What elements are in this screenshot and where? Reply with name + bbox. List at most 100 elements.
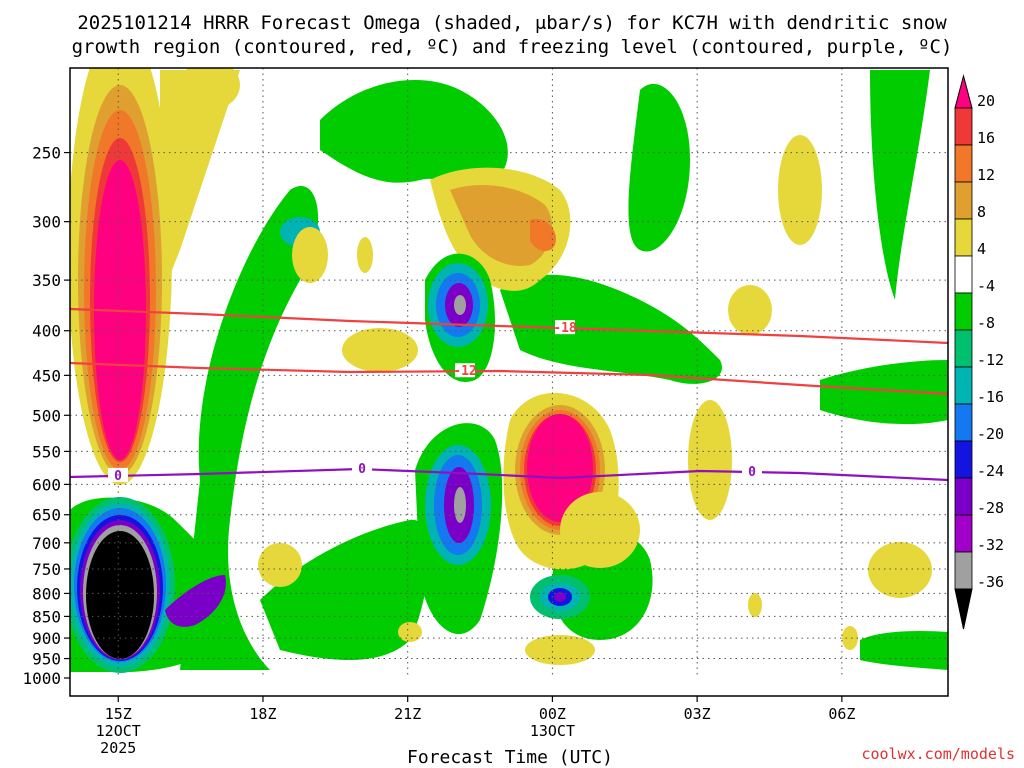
omega-region-negative-center-column-lower-core: [454, 487, 466, 523]
colorbar-segment: [954, 329, 973, 368]
omega-region-positive-spot: [748, 593, 762, 617]
x-tick-label: 15Z: [105, 705, 132, 723]
x-tick-sublabel: 13OCT: [530, 722, 575, 740]
colorbar-label: -16: [977, 388, 1004, 406]
isotherm-label: 0: [358, 462, 366, 477]
colorbar-label: -20: [977, 425, 1004, 443]
omega-region-negative-band-right-top: [628, 83, 690, 252]
omega-region-negative-band-right-middle: [820, 360, 948, 425]
isotherm-label-background: [742, 464, 762, 479]
colorbar-segment: [954, 477, 973, 516]
y-tick-label: 850: [32, 607, 61, 626]
omega-region-negative-band-lower-middle: [260, 519, 429, 660]
y-axis: 250 300 350 400 450 500 550 600 650 700 750 800 850 9…: [22, 144, 70, 688]
plot-area: -18 -12 0 0 0: [70, 68, 948, 696]
isotherm-label: 0: [748, 465, 756, 480]
chart-title-line-2: growth region (contoured, red, ºC) and f…: [72, 36, 953, 58]
x-tick-label: 00Z: [539, 705, 566, 723]
colorbar-label: 20: [977, 92, 995, 110]
y-tick-label: 800: [32, 584, 61, 603]
isotherm-label-background: [352, 461, 372, 476]
colorbar-segment: [954, 107, 973, 146]
colorbar-top-arrow: [954, 74, 973, 109]
colorbar: 20 16 12 8 4 -4 -8 -12 -16 -20 -24 -28 -32 -36: [954, 74, 1004, 630]
isotherm-line: [70, 467, 948, 482]
colorbar-segment: [954, 366, 973, 405]
colorbar-segment: [954, 255, 973, 294]
colorbar-label: 16: [977, 129, 995, 147]
omega-region-positive-spot: [560, 492, 640, 568]
isotherm-label-background: [455, 363, 475, 378]
isotherm-contours: -18 -12 0 0 0: [70, 307, 948, 484]
omega-region-positive-spot: [342, 328, 418, 372]
omega-region-positive-column-yellow-extension: [160, 70, 240, 300]
omega-region-positive-spot: [728, 285, 772, 335]
x-tick-sublabel: 12OCT: [96, 722, 141, 740]
y-tick-label: 450: [32, 366, 61, 385]
x-tick-label: 21Z: [394, 705, 421, 723]
omega-region-positive-spot: [842, 626, 858, 650]
y-tick-label: 950: [32, 650, 61, 669]
colorbar-segment: [954, 218, 973, 257]
y-tick-label: 300: [32, 213, 61, 232]
omega-region-positive-spot: [778, 135, 822, 245]
y-tick-label: 500: [32, 406, 61, 425]
colorbar-label: -24: [977, 462, 1004, 480]
omega-region-positive-center-column-core: [527, 414, 593, 522]
colorbar-label: -8: [977, 314, 995, 332]
omega-region-positive-spot: [398, 622, 422, 642]
colorbar-label: 4: [977, 240, 986, 258]
y-tick-label: 900: [32, 629, 61, 648]
colorbar-segment: [954, 440, 973, 479]
x-tick-label: 06Z: [828, 705, 855, 723]
y-tick-label: 650: [32, 506, 61, 525]
isotherm-line: [70, 361, 948, 396]
omega-region-positive-spot: [180, 68, 240, 110]
omega-region-negative-band-right-edge: [870, 70, 930, 300]
ground-surface: [70, 678, 948, 696]
y-tick-label: 550: [32, 442, 61, 461]
plot-frame: [69, 67, 949, 697]
omega-region-positive-upper-middle-level-8: [450, 185, 553, 266]
x-tick-sublabel: 2025: [100, 739, 136, 757]
omega-region-negative-band-left: [180, 186, 319, 670]
isotherm-label: -18: [553, 321, 577, 336]
isotherm-label-background: [108, 467, 128, 482]
colorbar-label: -32: [977, 536, 1004, 554]
omega-region-positive-spot: [868, 542, 932, 598]
omega-region-negative-lower-left-core: [86, 531, 154, 659]
isotherm-label: 0: [114, 469, 122, 484]
colorbar-label: -4: [977, 277, 995, 295]
x-tick-label: 03Z: [684, 705, 711, 723]
colorbar-segment: [954, 144, 973, 183]
omega-region-positive-spot: [292, 227, 328, 283]
y-tick-label: 400: [32, 322, 61, 341]
colorbar-segment: [954, 551, 973, 590]
colorbar-segment: [954, 514, 973, 553]
grid-lines: [70, 68, 948, 678]
omega-region-positive-spot: [525, 635, 595, 665]
colorbar-label: 8: [977, 203, 986, 221]
colorbar-label: -12: [977, 351, 1004, 369]
omega-region-negative-center-column-upper-core: [454, 295, 466, 315]
y-tick-label: 750: [32, 560, 61, 579]
chart-title-line-1: 2025101214 HRRR Forecast Omega (shaded, …: [77, 12, 947, 34]
colorbar-label: -36: [977, 573, 1004, 591]
y-tick-label: 700: [32, 534, 61, 553]
colorbar-label: -28: [977, 499, 1004, 517]
colorbar-bottom-arrow: [954, 588, 973, 630]
isotherm-label-background: [555, 320, 575, 335]
omega-region-positive-spot: [258, 543, 302, 587]
y-tick-label: 250: [32, 144, 61, 163]
colorbar-label: 12: [977, 166, 995, 184]
y-tick-label: 350: [32, 271, 61, 290]
omega-region-positive-spot: [688, 400, 732, 520]
x-tick-label: 18Z: [249, 705, 276, 723]
colorbar-segment: [954, 403, 973, 442]
y-tick-label: 600: [32, 475, 61, 494]
omega-region-negative-band-upper-middle: [320, 80, 508, 183]
x-axis-label: Forecast Time (UTC): [407, 747, 613, 768]
credit-link[interactable]: coolwx.com/models: [861, 745, 1015, 763]
